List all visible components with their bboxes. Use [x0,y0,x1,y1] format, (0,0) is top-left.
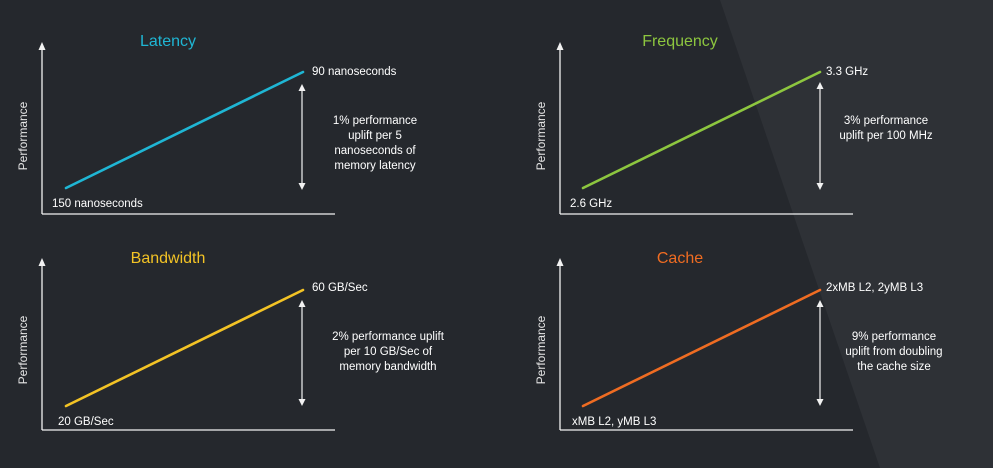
start-label: 150 nanoseconds [52,198,143,210]
y-axis-label: Performance [16,315,30,384]
annotation-line: memory latency [334,160,415,172]
annotation-line: uplift from doubling [845,346,942,358]
chart-title: Latency [140,33,196,50]
chart-title: Bandwidth [131,250,206,267]
range-arrow-top [816,300,824,307]
y-axis-arrowhead [556,42,564,50]
annotation-line: uplift per 5 [348,130,402,142]
y-axis-label: Performance [534,101,548,170]
range-arrow-top [298,300,306,307]
start-label: 20 GB/Sec [58,416,114,428]
end-label: 90 nanoseconds [312,66,397,78]
annotation-line: memory bandwidth [339,361,436,373]
background-shape [720,0,993,468]
range-arrow-bottom [298,183,306,190]
range-arrow-top [298,84,306,91]
chart-title: Frequency [642,33,718,50]
annotation-line: 1% performance [333,115,417,127]
y-axis-label: Performance [534,315,548,384]
range-arrow-top [816,82,824,89]
chart-frequency: Frequency Performance 2.6 GHz 3.3 GHz 3% per… [534,33,933,215]
end-label: 3.3 GHz [826,66,868,78]
chart-latency: Latency Performance 150 nanoseconds 90 nano… [16,33,417,215]
y-axis-arrowhead [38,258,46,266]
y-axis-arrowhead [38,42,46,50]
start-label: 2.6 GHz [570,198,612,210]
chart-bandwidth: Bandwidth Performance 20 GB/Sec 60 GB/Sec 2%… [16,250,445,431]
annotation-line: the cache size [857,361,931,373]
annotation-line: per 10 GB/Sec of [344,346,433,358]
y-axis-arrowhead [556,258,564,266]
annotation-line: 9% performance [852,331,936,343]
annotation-line: 2% performance uplift [332,331,445,343]
annotation-line: nanoseconds of [334,145,416,157]
annotation-line: uplift per 100 MHz [839,130,933,142]
y-axis-label: Performance [16,101,30,170]
range-arrow-bottom [816,399,824,406]
chart-title: Cache [657,250,703,267]
series-line [581,288,822,408]
start-label: xMB L2, yMB L3 [572,416,656,428]
series-line [64,70,305,190]
annotation-line: 3% performance [844,115,928,127]
chart-cache: Cache Performance xMB L2, yMB L3 2xMB L2, 2… [534,250,943,431]
end-label: 60 GB/Sec [312,282,368,294]
end-label: 2xMB L2, 2yMB L3 [826,282,923,294]
series-line [64,288,305,408]
series-line [581,70,822,190]
range-arrow-bottom [816,183,824,190]
range-arrow-bottom [298,399,306,406]
